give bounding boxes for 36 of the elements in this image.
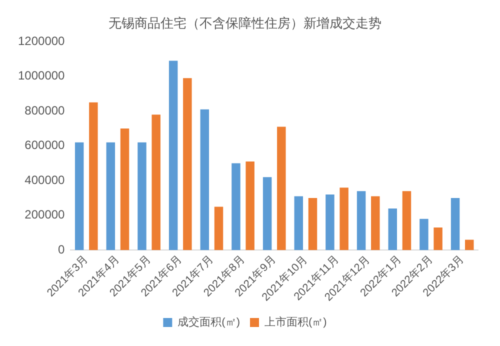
bar — [340, 188, 348, 250]
bar — [388, 208, 397, 250]
bar — [232, 163, 240, 250]
legend-label: 上市面积(㎡) — [264, 316, 327, 329]
bar — [138, 142, 146, 250]
bar — [434, 228, 442, 250]
bar — [450, 198, 460, 250]
bar — [152, 114, 160, 250]
bar — [356, 191, 366, 250]
y-tick-label: 600000 — [24, 138, 66, 152]
bar — [371, 196, 380, 250]
bar — [420, 218, 428, 250]
bar — [120, 128, 130, 250]
y-tick-label: 0 — [58, 242, 66, 256]
y-tick-label: 1000000 — [18, 68, 66, 83]
bar — [200, 109, 210, 250]
bar — [168, 60, 178, 250]
bar — [262, 177, 272, 250]
y-tick-label: 400000 — [24, 172, 66, 187]
bar — [214, 206, 224, 250]
bar — [106, 142, 116, 250]
legend-label: 成交面积(㎡) — [178, 316, 240, 329]
chart-title: 无锡商品住宅（不含保障性住房）新增成交走势 — [108, 15, 382, 30]
bar — [326, 194, 334, 250]
bar — [277, 126, 286, 250]
y-tick-label: 800000 — [24, 103, 66, 118]
y-tick-label: 1200000 — [18, 34, 66, 48]
bar — [183, 78, 192, 250]
bar — [74, 142, 84, 250]
bar — [308, 198, 318, 250]
bar — [294, 196, 304, 250]
bar — [465, 240, 474, 250]
y-tick-label: 200000 — [24, 208, 66, 222]
bar — [246, 162, 254, 250]
bar — [402, 191, 412, 250]
bar — [89, 102, 98, 250]
